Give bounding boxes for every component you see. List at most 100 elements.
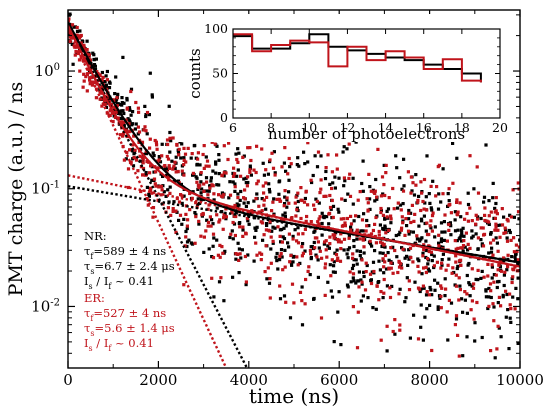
data-point-nr xyxy=(420,272,424,276)
data-point-nr xyxy=(470,236,474,240)
data-point-nr xyxy=(283,248,287,252)
data-point-nr xyxy=(114,75,118,79)
data-point-nr xyxy=(332,340,336,344)
data-point-er xyxy=(324,194,328,198)
data-point-nr xyxy=(113,92,117,96)
data-point-er xyxy=(347,176,351,180)
data-point-er xyxy=(499,259,503,264)
data-point-nr xyxy=(355,249,359,253)
data-point-er xyxy=(509,307,513,311)
data-point-er xyxy=(236,252,240,256)
data-point-nr xyxy=(382,163,386,167)
data-point-nr xyxy=(482,195,487,199)
data-point-er xyxy=(410,203,414,207)
data-point-er xyxy=(98,74,102,78)
data-point-nr xyxy=(234,211,238,215)
data-point-nr xyxy=(484,295,488,299)
data-point-er xyxy=(129,89,133,94)
data-point-er xyxy=(295,255,299,259)
data-point-er xyxy=(73,53,77,57)
data-point-er xyxy=(205,159,210,163)
data-point-er xyxy=(384,171,388,175)
data-point-nr xyxy=(461,310,465,314)
data-point-nr xyxy=(282,294,287,298)
data-point-er xyxy=(171,209,175,213)
data-point-er xyxy=(472,317,476,321)
data-point-nr xyxy=(460,297,464,301)
data-point-er xyxy=(241,234,245,238)
data-point-nr xyxy=(234,152,238,156)
data-point-er xyxy=(509,238,513,242)
data-point-er xyxy=(200,213,204,217)
data-point-nr xyxy=(368,207,372,211)
data-point-nr xyxy=(374,307,378,311)
data-point-nr xyxy=(379,208,383,213)
data-point-er xyxy=(258,251,262,255)
data-point-er xyxy=(400,226,404,230)
data-point-er xyxy=(177,153,181,157)
data-point-er xyxy=(506,253,510,257)
data-point-nr xyxy=(217,280,222,284)
data-point-nr xyxy=(239,256,243,260)
data-point-er xyxy=(384,163,388,167)
data-point-nr xyxy=(461,354,465,358)
data-point-er xyxy=(455,198,459,202)
data-point-nr xyxy=(423,201,427,205)
data-point-nr xyxy=(362,251,366,255)
data-point-er xyxy=(513,265,517,269)
data-point-nr xyxy=(377,259,381,263)
data-point-er xyxy=(384,231,388,235)
data-point-er xyxy=(466,242,470,246)
data-point-er xyxy=(283,146,287,150)
data-point-er xyxy=(340,197,344,201)
data-point-er xyxy=(194,215,198,219)
data-point-er xyxy=(491,302,495,306)
data-point-er xyxy=(212,192,216,196)
data-point-er xyxy=(196,157,200,161)
data-point-nr xyxy=(504,315,508,319)
data-point-er xyxy=(280,165,284,169)
data-point-nr xyxy=(487,295,491,299)
data-point-er xyxy=(290,282,295,286)
data-point-er xyxy=(160,188,164,192)
data-point-nr xyxy=(330,295,335,299)
data-point-er xyxy=(319,178,323,182)
data-point-nr xyxy=(422,214,426,218)
data-point-er xyxy=(446,263,450,267)
data-point-nr xyxy=(144,114,148,119)
data-point-nr xyxy=(70,42,74,46)
fit-curve-nr xyxy=(68,21,520,264)
data-point-er xyxy=(148,189,152,193)
data-point-nr xyxy=(244,204,248,209)
data-point-nr xyxy=(167,200,171,204)
data-point-nr xyxy=(508,213,512,217)
data-point-er xyxy=(246,175,250,179)
data-point-nr xyxy=(150,95,154,99)
data-point-nr xyxy=(398,203,403,207)
data-point-er xyxy=(145,160,149,164)
data-point-nr xyxy=(425,154,429,158)
data-point-er xyxy=(435,185,439,189)
data-point-nr xyxy=(278,258,282,262)
data-point-er xyxy=(219,194,224,198)
data-point-nr xyxy=(383,216,387,221)
data-point-er xyxy=(202,166,206,170)
data-point-er xyxy=(472,282,476,286)
data-point-er xyxy=(194,201,198,205)
data-point-er xyxy=(509,215,513,219)
data-point-er xyxy=(111,111,115,115)
data-point-er xyxy=(128,160,133,165)
data-point-nr xyxy=(166,188,170,192)
data-point-nr xyxy=(385,349,389,353)
data-point-er xyxy=(354,214,358,218)
data-point-nr xyxy=(508,316,512,320)
data-point-er xyxy=(271,200,275,204)
data-point-nr xyxy=(403,300,407,304)
data-point-er xyxy=(508,303,512,307)
data-point-er xyxy=(450,271,454,275)
data-point-nr xyxy=(506,308,510,312)
data-point-er xyxy=(469,308,473,312)
data-point-nr xyxy=(405,276,409,280)
data-point-nr xyxy=(237,151,241,155)
data-point-er xyxy=(362,245,366,249)
